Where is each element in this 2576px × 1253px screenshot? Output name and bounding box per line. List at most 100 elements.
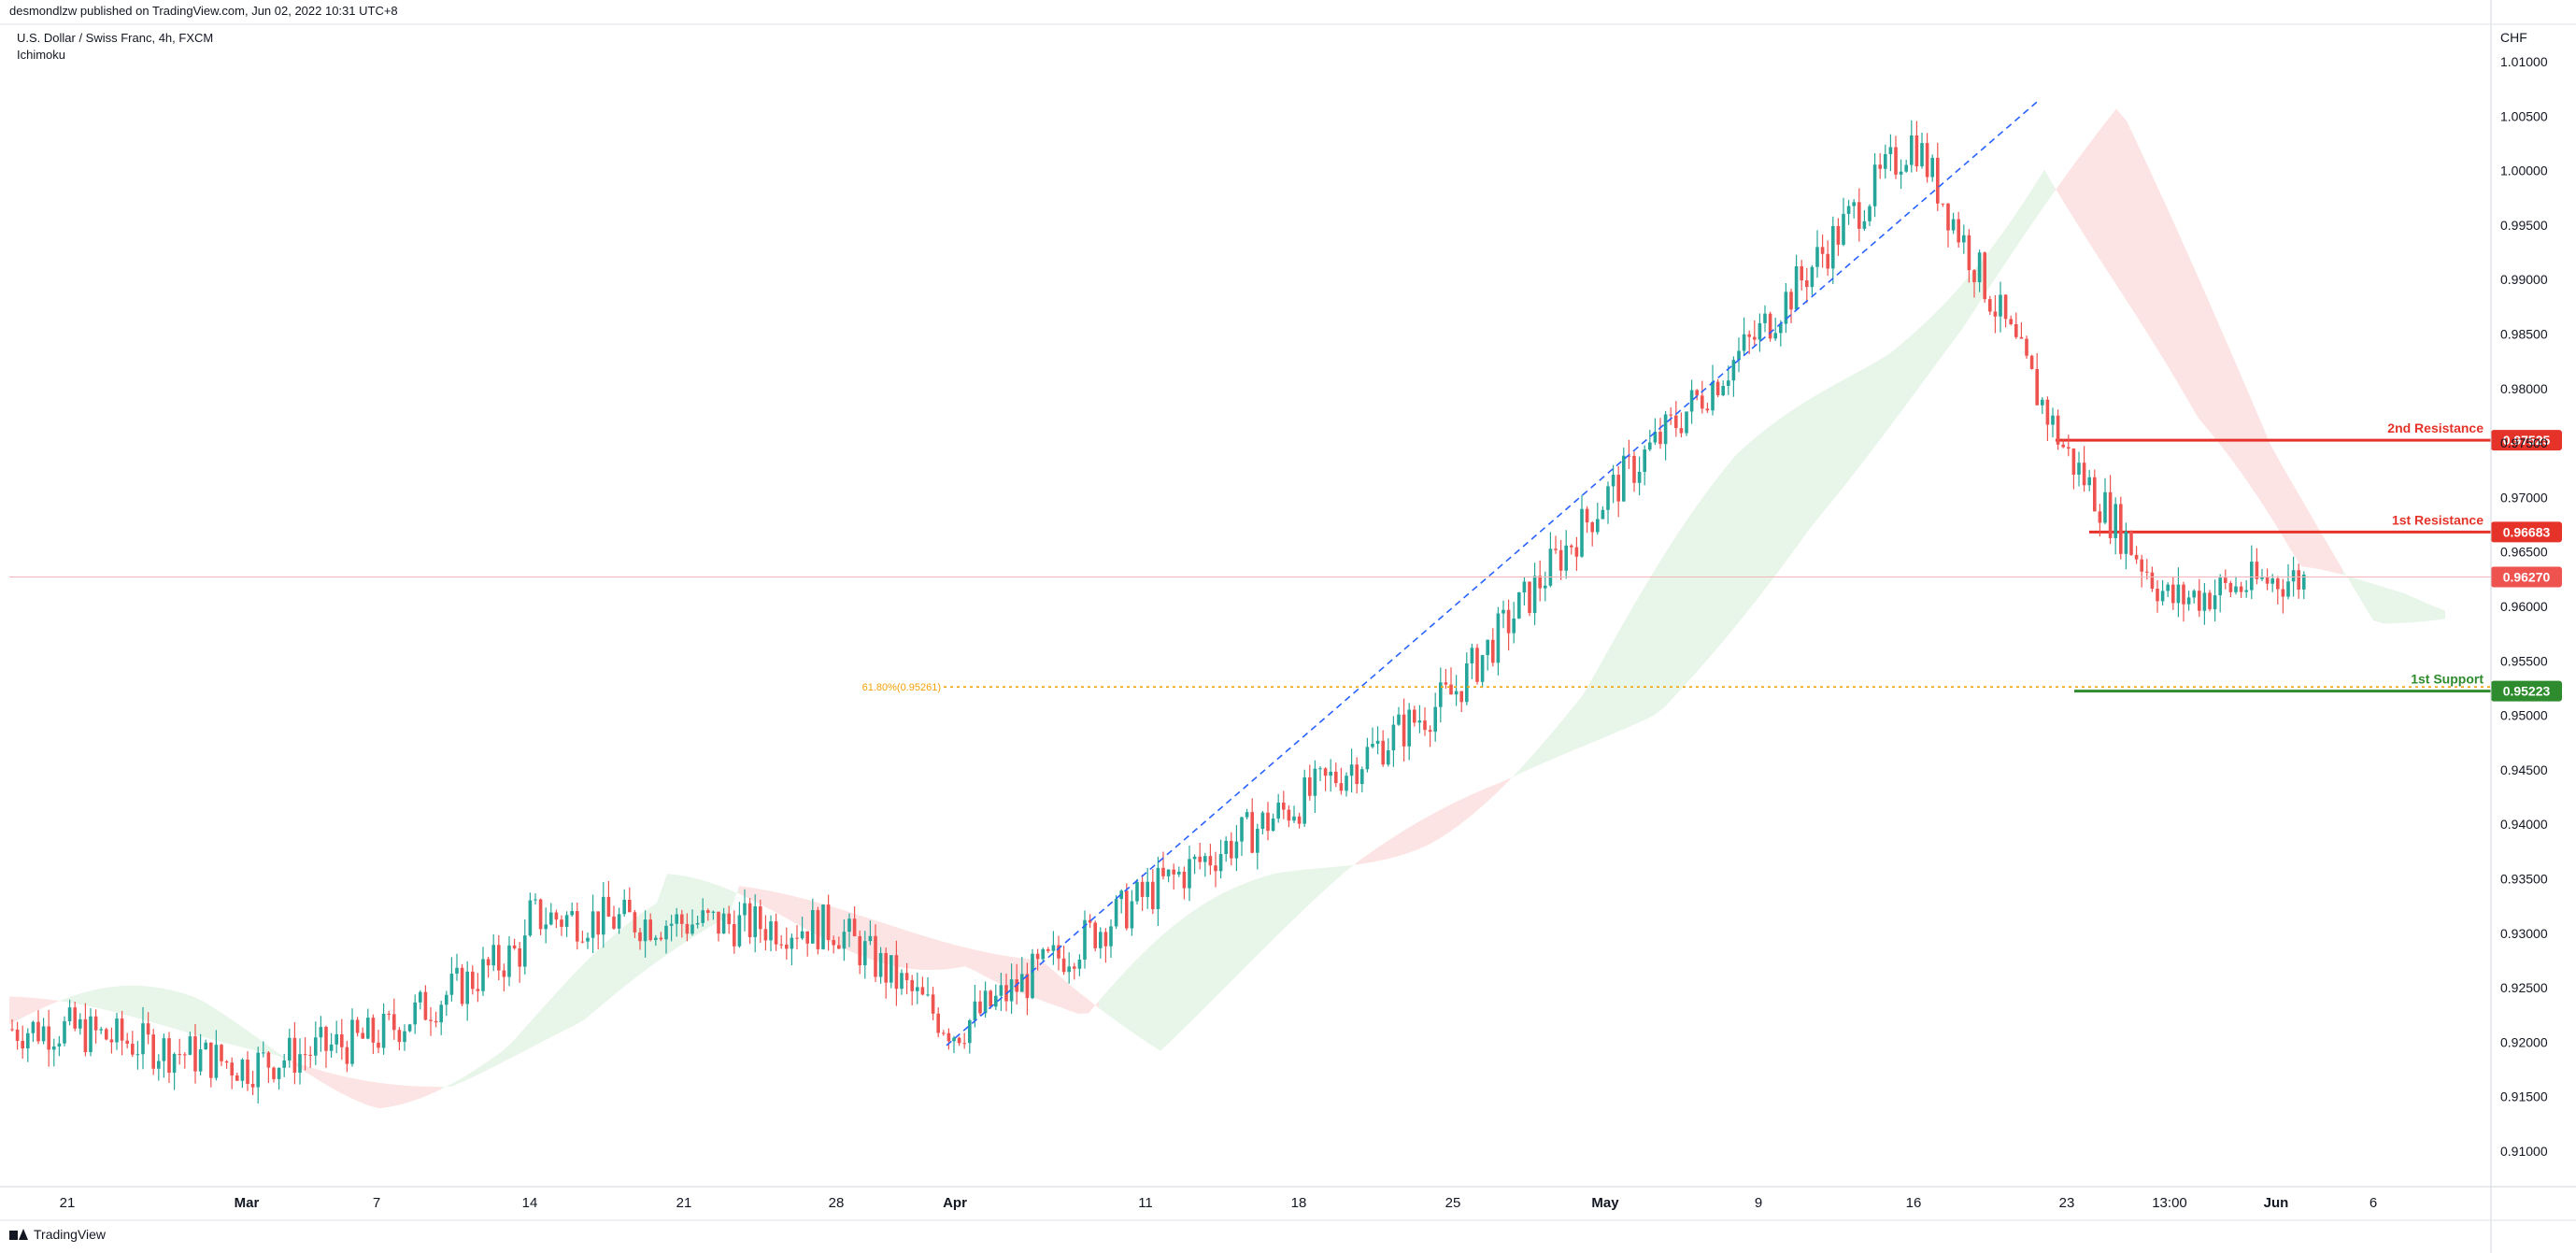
cloud-segment — [1633, 589, 1644, 725]
candle-body — [999, 985, 1003, 996]
cloud-segment — [616, 925, 626, 994]
cloud-segment — [2281, 463, 2291, 550]
candle-body — [1093, 922, 1097, 948]
candle-body — [518, 947, 521, 967]
cloud-segment — [1387, 834, 1397, 860]
candle-body — [141, 1023, 145, 1055]
candle-body — [826, 904, 831, 941]
cloud-segment — [1911, 326, 1921, 399]
y-tick-label: 1.00000 — [2500, 164, 2548, 178]
candle-body — [1574, 547, 1579, 557]
candle-body — [1805, 280, 1809, 288]
candle-body — [167, 1038, 171, 1074]
cloud-segment — [2168, 208, 2178, 384]
candle-body — [753, 906, 757, 937]
candle-body — [1480, 655, 1485, 682]
candle-body — [403, 1031, 406, 1043]
cloud-segment — [544, 995, 554, 1042]
candle-body — [2019, 336, 2024, 339]
candle-body — [1407, 709, 1411, 747]
candle-body — [1230, 840, 1233, 859]
cloud-segment — [1767, 420, 1777, 587]
x-tick-label: 16 — [1906, 1195, 1922, 1211]
candle-body — [994, 995, 998, 1007]
candle-body — [1061, 958, 1066, 973]
candle-body — [449, 974, 454, 995]
candle-body — [654, 937, 658, 941]
candle-body — [512, 945, 517, 948]
candle-body — [1742, 334, 1746, 351]
cloud-segment — [462, 1072, 472, 1083]
candle-body — [1245, 812, 1249, 818]
cloud-segment — [503, 1041, 513, 1062]
candle-body — [1266, 812, 1270, 832]
candle-body — [262, 1052, 265, 1054]
candle-body — [1768, 313, 1772, 339]
candle-body — [240, 1060, 245, 1081]
candle-body — [1758, 322, 1762, 340]
candle-body — [214, 1045, 219, 1078]
candle-body — [2244, 590, 2248, 592]
candle-body — [2029, 355, 2034, 369]
candle-body — [266, 1052, 271, 1068]
cloud-segment — [1263, 874, 1274, 949]
x-tick-label: May — [1591, 1195, 1619, 1211]
cloud-segment — [400, 1085, 410, 1105]
candle-body — [648, 919, 652, 941]
candle-body — [1203, 856, 1207, 862]
y-tick-label: 1.00500 — [2500, 108, 2548, 123]
y-tick-label: 0.98000 — [2500, 381, 2548, 396]
candle-body — [570, 911, 574, 916]
candle-body — [1151, 881, 1155, 909]
candle-body — [1439, 682, 1443, 707]
candle-body — [1413, 709, 1416, 723]
candle-body — [2014, 323, 2018, 337]
cloud-segment — [92, 988, 102, 1009]
candle-body — [1417, 720, 1422, 723]
candle-body — [591, 911, 595, 938]
cloud-segment — [482, 1058, 492, 1073]
cloud-segment — [1078, 991, 1089, 1014]
candle-body — [1109, 926, 1113, 947]
y-tick-label: 0.91000 — [2500, 1144, 2548, 1159]
tradingview-logo[interactable]: TradingView — [9, 1227, 106, 1242]
cloud-segment — [390, 1084, 400, 1107]
candle-body — [1099, 932, 1103, 948]
y-tick-label: 0.92000 — [2500, 1034, 2548, 1049]
candle-body — [1564, 545, 1568, 571]
candle-body — [2265, 577, 2270, 584]
candle-body — [272, 1067, 276, 1079]
cloud-segment — [2147, 164, 2157, 349]
cloud-segment — [2106, 108, 2116, 285]
cloud-segment — [1746, 436, 1757, 613]
cloud-segment — [61, 996, 71, 1004]
candle-body — [486, 959, 491, 966]
cloud-segment — [1900, 335, 1911, 413]
candle-body — [1339, 783, 1344, 791]
cloud-segment — [1058, 974, 1068, 1010]
y-tick-label: 0.97500 — [2500, 435, 2548, 450]
cloud-segment — [1325, 866, 1335, 890]
cloud-segment — [2178, 232, 2188, 401]
candle-body — [1182, 871, 1187, 889]
candle-body — [973, 1001, 977, 1020]
cloud-segment — [379, 1082, 390, 1109]
cloud-segment — [2332, 551, 2342, 575]
candle-body — [1135, 881, 1139, 902]
candle-body — [1810, 266, 1815, 288]
candle-body — [1685, 411, 1688, 434]
candle-body — [2182, 584, 2185, 605]
cloud-segment — [729, 886, 739, 917]
candle-body — [1857, 202, 1861, 229]
candle-body — [737, 915, 742, 947]
candle-body — [2113, 504, 2117, 538]
candle-body — [1925, 143, 1929, 178]
candle-body — [1073, 966, 1076, 969]
candle-body — [2140, 559, 2143, 572]
candle-body — [497, 945, 501, 971]
candle-body — [680, 914, 684, 924]
cloud-segment — [307, 1066, 318, 1080]
candle-body — [1784, 292, 1788, 324]
cloud-segment — [749, 887, 760, 904]
